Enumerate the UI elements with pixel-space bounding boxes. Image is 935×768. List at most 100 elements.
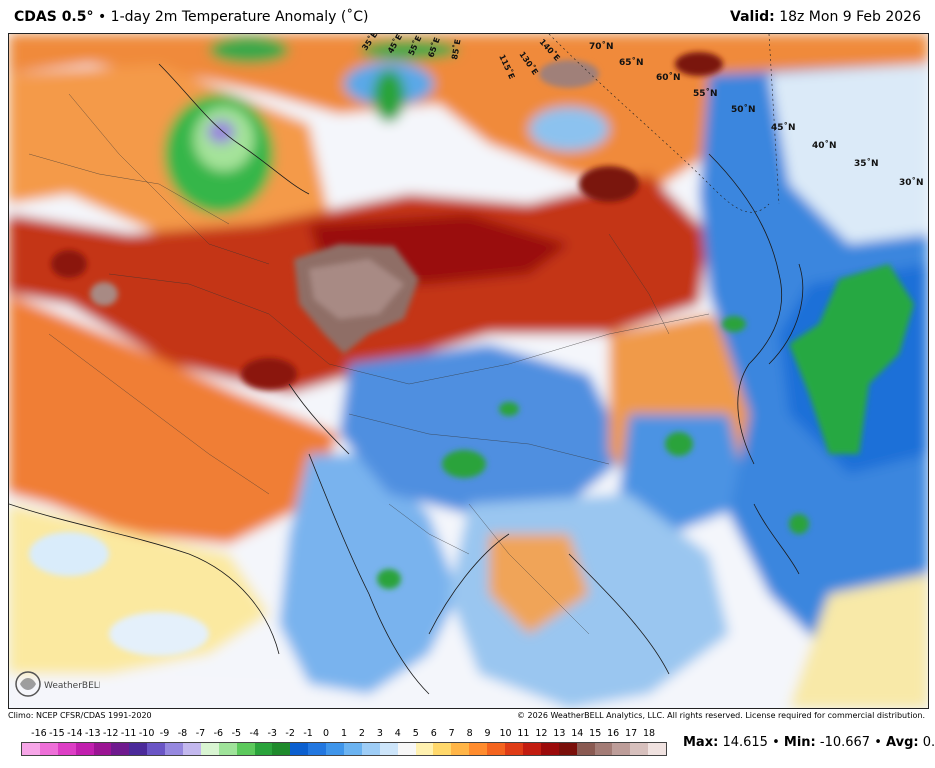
- color-scale-tick-label: 13: [553, 728, 566, 739]
- color-scale: -16 -15 -14 -13 -12 -11 -10 -9 -8 -7 -6 -5 -4 -3 -2 -1 0…: [21, 727, 667, 763]
- color-scale-swatch: [93, 743, 112, 755]
- color-scale-swatch: [308, 743, 327, 755]
- color-scale-swatch: [469, 743, 488, 755]
- max-value: 14.615: [722, 735, 768, 750]
- color-scale-swatches: [21, 742, 667, 756]
- color-scale-swatch: [379, 743, 398, 755]
- climo-note: Climo: NCEP CFSR/CDAS 1991-2020: [8, 711, 152, 720]
- min-value: -10.667: [819, 735, 871, 750]
- model-name: CDAS 0.5: [14, 9, 87, 25]
- color-scale-labels: -16 -15 -14 -13 -12 -11 -10 -9 -8 -7 -6 -5 -4 -3 -2 -1 0…: [21, 727, 667, 741]
- color-scale-tick-label: -8: [177, 728, 188, 739]
- color-scale-swatch: [433, 743, 452, 755]
- color-scale-tick-label: -10: [138, 728, 155, 739]
- graticule: [548, 34, 780, 213]
- lat-label-55n: 55˚N: [693, 88, 718, 99]
- color-scale-swatch: [630, 743, 649, 755]
- coastlines: [9, 63, 804, 695]
- valid-label: Valid:: [730, 9, 775, 25]
- color-scale-tick-label: 3: [376, 728, 383, 739]
- country-borders: [28, 93, 710, 635]
- stats-sep-1: •: [772, 735, 780, 750]
- color-scale-swatch: [200, 743, 219, 755]
- color-scale-swatch: [415, 743, 434, 755]
- avg-value: 0.794: [922, 735, 935, 750]
- color-scale-tick-label: -16: [31, 728, 47, 739]
- color-scale-swatch: [236, 743, 255, 755]
- color-scale-swatch: [326, 743, 345, 755]
- color-scale-tick-label: 2: [358, 728, 365, 739]
- anomaly-field: [9, 34, 928, 708]
- color-scale-swatch: [361, 743, 380, 755]
- lat-label-45n: 45˚N: [771, 122, 796, 133]
- color-scale-swatch: [147, 743, 166, 755]
- color-scale-tick-label: -12: [102, 728, 119, 739]
- color-scale-swatch: [505, 743, 523, 755]
- color-scale-tick-label: 1: [340, 728, 348, 739]
- color-scale-tick-label: 0: [323, 728, 330, 739]
- lat-label-50n: 50˚N: [731, 104, 756, 115]
- lat-label-30n: 30˚N: [899, 177, 924, 188]
- copyright-note: © 2026 WeatherBELL Analytics, LLC. All r…: [517, 711, 925, 720]
- map-title: CDAS 0.5° • 1-day 2m Temperature Anomaly…: [14, 9, 369, 25]
- color-scale-swatch: [254, 743, 273, 755]
- color-scale-swatch: [540, 743, 559, 755]
- color-scale-swatch: [75, 743, 94, 755]
- color-scale-tick-label: -4: [249, 728, 260, 739]
- color-scale-tick-label: 14: [571, 728, 584, 739]
- color-scale-swatch: [39, 743, 58, 755]
- color-scale-swatch: [129, 743, 148, 755]
- color-scale-tick-label: -2: [285, 728, 295, 739]
- color-scale-tick-label: 10: [499, 728, 512, 739]
- color-scale-tick-label: -3: [267, 728, 277, 739]
- color-scale-swatch: [397, 743, 416, 755]
- color-scale-swatch: [344, 743, 362, 755]
- min-label: Min:: [783, 735, 816, 750]
- color-scale-swatch: [612, 743, 631, 755]
- color-scale-tick-label: 15: [589, 728, 602, 739]
- weatherbell-logo: WeatherBELL: [14, 668, 104, 700]
- max-label: Max:: [683, 735, 719, 750]
- valid-value: 18z Mon 9 Feb 2026: [779, 9, 921, 25]
- map-footer: Climo: NCEP CFSR/CDAS 1991-2020 © 2026 W…: [8, 709, 927, 723]
- color-scale-tick-label: -9: [159, 728, 170, 739]
- color-scale-swatch: [522, 743, 541, 755]
- color-scale-tick-label: 4: [394, 728, 401, 739]
- color-scale-tick-label: 8: [466, 728, 473, 739]
- title-separator: •: [97, 9, 107, 25]
- color-scale-swatch: [576, 743, 595, 755]
- logo-text: WeatherBELL: [44, 681, 100, 691]
- color-scale-swatch: [594, 743, 613, 755]
- color-scale-swatch: [165, 743, 184, 755]
- color-scale-swatch: [558, 743, 577, 755]
- color-scale-tick-label: -7: [195, 728, 206, 739]
- color-scale-tick-label: 17: [625, 728, 638, 739]
- color-scale-tick-label: -6: [213, 728, 224, 739]
- color-scale-tick-label: -1: [303, 728, 313, 739]
- color-scale-tick-label: -5: [231, 728, 242, 739]
- stats-sep-2: •: [874, 735, 882, 750]
- color-scale-swatch: [218, 743, 237, 755]
- color-scale-tick-label: 9: [484, 728, 491, 739]
- color-scale-tick-label: -14: [67, 728, 83, 739]
- color-scale-tick-label: 11: [517, 728, 530, 739]
- color-scale-swatch: [290, 743, 309, 755]
- color-scale-swatch: [111, 743, 130, 755]
- color-scale-tick-label: 5: [412, 728, 419, 739]
- color-scale-tick-label: -15: [49, 728, 65, 739]
- color-scale-tick-label: -11: [120, 728, 137, 739]
- avg-label: Avg:: [886, 735, 919, 750]
- lat-label-70n: 70˚N: [589, 41, 614, 52]
- color-scale-swatch: [22, 743, 40, 755]
- color-scale-swatch: [272, 743, 291, 755]
- anomaly-map: 70˚N 65˚N 60˚N 55˚N 50˚N 45˚N 40˚N 35˚N …: [8, 33, 929, 709]
- valid-time: Valid: 18z Mon 9 Feb 2026: [730, 9, 921, 25]
- lat-labels: 70˚N 65˚N 60˚N 55˚N 50˚N 45˚N 40˚N 35˚N …: [589, 41, 924, 188]
- lat-label-60n: 60˚N: [656, 72, 681, 83]
- product-name: 1-day 2m Temperature Anomaly (˚C): [110, 9, 369, 25]
- color-scale-tick-label: 12: [535, 728, 548, 739]
- color-scale-tick-label: 7: [448, 728, 455, 739]
- color-scale-tick-label: -13: [85, 728, 101, 739]
- color-scale-tick-label: 16: [607, 728, 620, 739]
- color-scale-swatch: [648, 743, 667, 755]
